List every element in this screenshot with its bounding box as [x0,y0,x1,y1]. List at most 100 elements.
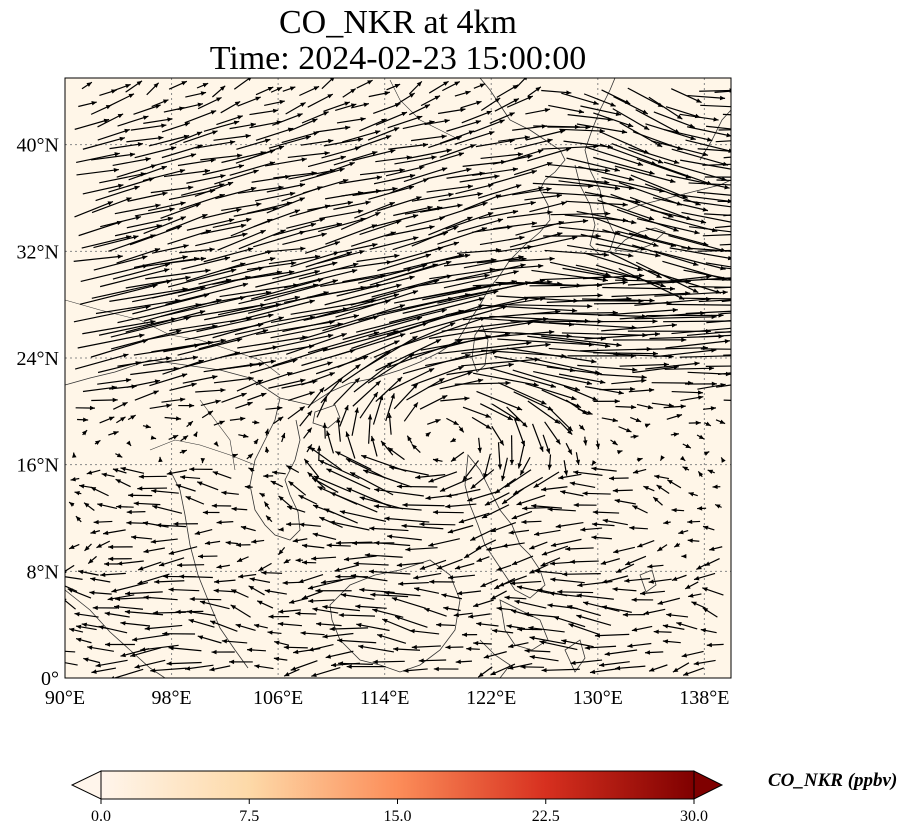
wind-arrow-head [382,618,388,624]
wind-arrow-head [313,504,319,510]
wind-arrow-head [707,469,714,474]
wind-arrow-shaft [415,474,446,479]
wind-arrow-head [560,490,566,495]
wind-arrow-shaft [687,94,726,100]
colorbar-tick-label: 30.0 [680,808,708,825]
wind-arrow-head [129,152,136,157]
wind-arrow-head [631,404,637,410]
wind-arrow-shaft [498,187,544,198]
wind-arrow-head [531,503,537,509]
wind-arrow-shaft [497,338,595,346]
wind-arrow-head [118,183,124,189]
wind-arrow-shaft [544,249,609,256]
wind-arrow-shaft [550,261,611,277]
wind-arrow-head [453,612,459,618]
wind-arrow-head [547,210,553,215]
wind-arrow-shaft [367,353,415,384]
wind-arrow-head [635,417,642,423]
wind-arrow-shaft [525,129,566,141]
wind-arrow-head [108,556,114,562]
wind-arrow-shaft [195,233,248,247]
wind-arrow-head [583,601,589,606]
wind-arrow-head [793,292,798,296]
wind-arrow-shaft [381,618,412,632]
wind-arrow-head [641,378,647,384]
wind-arrow-shaft [287,152,330,159]
wind-arrow-head [207,410,213,416]
wind-arrow-head [159,562,165,567]
wind-arrow-head [447,529,454,534]
wind-arrow-shaft [426,185,474,193]
wind-arrow-head [435,339,442,344]
wind-arrow-head [572,308,578,313]
wind-arrow-head [371,151,378,156]
wind-arrow-head [240,525,247,531]
wind-arrow-shaft [533,371,593,385]
wind-arrow-head [746,231,751,235]
wind-arrow-head [168,587,174,592]
wind-arrow-shaft [154,580,185,583]
wind-arrow-head [386,260,392,265]
wind-arrow-head [516,405,523,411]
wind-arrow-shaft [498,136,531,142]
wind-arrow-shaft [705,262,731,268]
wind-arrow-head [122,402,128,407]
wind-arrow-shaft [93,255,148,271]
wind-arrow-shaft [334,333,406,357]
wind-arrow-shaft [266,197,306,214]
wind-arrow-head [200,457,206,464]
wind-arrow-head [444,118,450,124]
wind-arrow-shaft [391,597,426,609]
wind-arrow-head [696,98,702,103]
wind-arrow-shaft [513,162,553,176]
wind-arrow-shaft [446,363,514,376]
wind-arrow-head [209,666,215,672]
wind-arrow-head [541,668,547,673]
wind-arrow-head [202,83,209,88]
wind-arrow-shaft [254,192,296,202]
wind-arrow-shaft [568,623,599,635]
wind-arrow-head [235,623,242,629]
wind-arrow-head [419,521,425,527]
wind-arrow-shaft [489,315,590,322]
wind-arrow-head [346,664,352,669]
wind-arrow-head [490,527,497,533]
wind-arrow-head [574,386,580,392]
wind-arrow-head [396,283,402,289]
wind-arrow-shaft [705,125,731,130]
wind-arrow-head [533,382,539,387]
wind-arrow-head [637,266,643,272]
wind-arrow-head [441,134,447,139]
wind-arrow-head [373,504,380,509]
wind-arrow-head [272,108,279,114]
wind-arrow-shaft [627,280,691,286]
wind-arrow-head [373,392,378,398]
wind-arrow-shaft [117,115,149,127]
wind-arrow-shaft [95,299,181,315]
wind-arrow-head [470,536,476,541]
wind-arrow-head [672,307,678,313]
wind-arrow-shaft [114,204,161,215]
wind-arrow-head [411,644,417,650]
wind-arrow-head [612,586,618,592]
wind-arrow-head [504,482,511,488]
wind-arrow-shaft [384,591,421,597]
wind-arrow-shaft [217,296,301,316]
wind-arrow-shaft [215,187,257,200]
wind-arrow-head [326,430,331,437]
wind-arrow-head [289,86,296,91]
wind-arrow-head [312,607,318,612]
wind-arrow-shaft [288,169,336,180]
wind-arrow-head [614,167,620,172]
wind-arrow-shaft [212,218,252,229]
wind-arrow-head [363,102,369,107]
wind-arrow-shaft [90,339,149,358]
wind-arrow-shaft [150,186,194,194]
wind-arrow-head [612,440,618,445]
wind-arrow-shaft [179,248,215,254]
wind-vectors [65,78,798,678]
wind-arrow-head [133,501,139,506]
wind-arrow-head [184,666,191,671]
wind-arrow-shaft [322,304,406,332]
wind-arrow-shaft [666,174,730,189]
